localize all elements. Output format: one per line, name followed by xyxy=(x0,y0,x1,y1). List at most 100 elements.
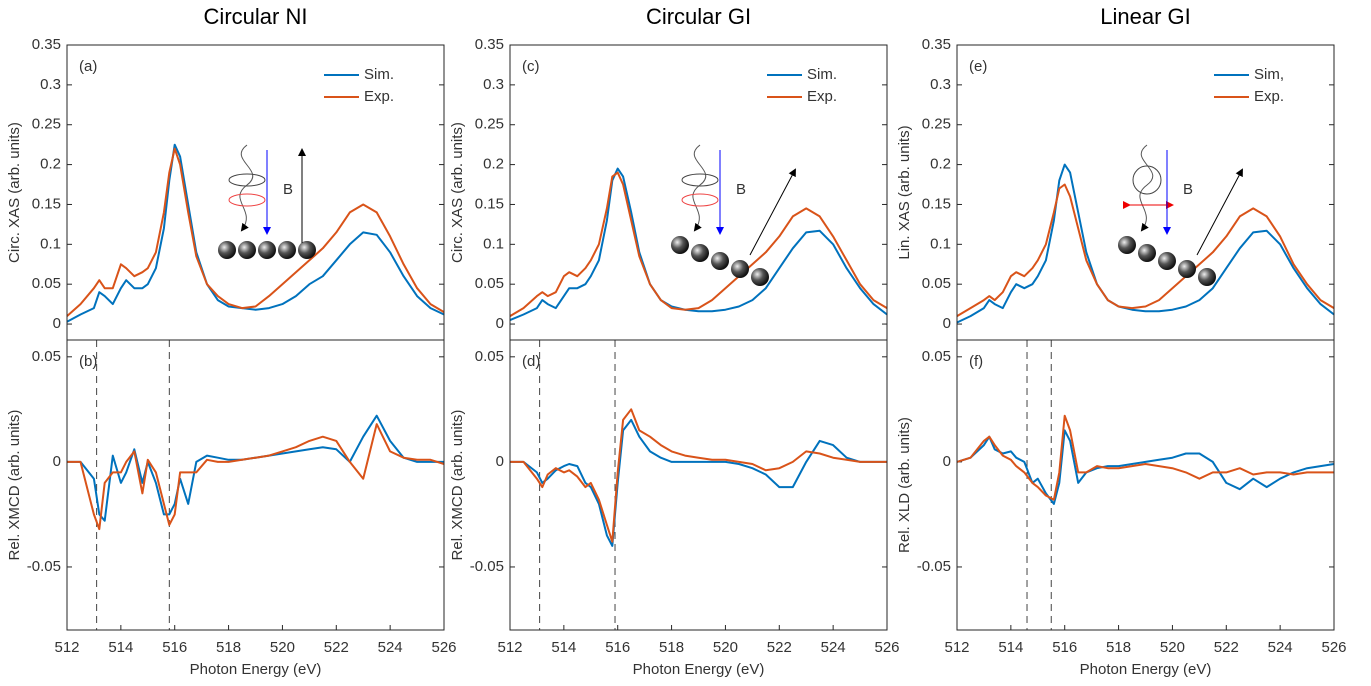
y-axis-label: Circ. XAS (arb. units) xyxy=(6,122,23,263)
plot-frame xyxy=(509,339,888,631)
x-tick-label: 512 xyxy=(497,639,522,656)
panel-label: (d) xyxy=(522,353,540,370)
series-line xyxy=(956,429,1335,505)
inset: B xyxy=(218,144,316,259)
x-tick-label: 526 xyxy=(874,639,899,656)
polarization xyxy=(1132,165,1162,195)
polarization xyxy=(228,193,266,207)
x-tick-label: 512 xyxy=(54,639,79,656)
atom xyxy=(218,241,236,259)
y-tick-label: 0 xyxy=(53,315,61,332)
y-tick-label: 0.2 xyxy=(40,156,61,173)
series-line xyxy=(66,147,445,317)
inset-label: B xyxy=(736,181,746,198)
y-tick-label: 0 xyxy=(496,315,504,332)
atom xyxy=(1138,244,1156,262)
panel-label: (f) xyxy=(969,353,983,370)
x-tick-label: 520 xyxy=(713,639,738,656)
y-axis-label: Rel. XLD (arb. units) xyxy=(896,417,913,553)
y-tick-label: 0.35 xyxy=(922,36,951,53)
legend-label: Sim. xyxy=(807,66,837,83)
series-line xyxy=(956,163,1335,324)
atom xyxy=(691,244,709,262)
polarization xyxy=(681,173,719,187)
polarization xyxy=(228,173,266,187)
y-tick-label: 0.35 xyxy=(475,36,504,53)
series-line xyxy=(956,183,1335,317)
x-tick-label: 518 xyxy=(216,639,241,656)
panel-label: (c) xyxy=(522,58,540,75)
atom xyxy=(1178,260,1196,278)
y-tick-label: 0.25 xyxy=(32,116,61,133)
y-tick-label: 0 xyxy=(53,453,61,470)
x-tick-label: 518 xyxy=(659,639,684,656)
panel-label: (b) xyxy=(79,353,97,370)
atom xyxy=(751,268,769,286)
atom xyxy=(298,241,316,259)
chart-title: Circular NI xyxy=(204,4,308,29)
legend-label: Sim. xyxy=(364,66,394,83)
x-tick-label: 516 xyxy=(1052,639,1077,656)
atom xyxy=(1158,252,1176,270)
x-tick-label: 514 xyxy=(998,639,1023,656)
y-tick-label: 0.3 xyxy=(930,76,951,93)
y-tick-label: 0.25 xyxy=(922,116,951,133)
y-tick-label: 0.1 xyxy=(930,235,951,252)
y-tick-label: 0.05 xyxy=(475,348,504,365)
plot-frame xyxy=(956,339,1335,631)
x-tick-label: 526 xyxy=(431,639,456,656)
series-line xyxy=(956,414,1334,501)
x-tick-label: 512 xyxy=(944,639,969,656)
series-line xyxy=(509,171,888,317)
legend-label: Exp. xyxy=(1254,88,1284,105)
x-tick-label: 524 xyxy=(821,639,846,656)
y-tick-label: 0 xyxy=(943,453,951,470)
atom xyxy=(671,236,689,254)
wave xyxy=(239,144,254,232)
atom xyxy=(1198,268,1216,286)
panel-label: (e) xyxy=(969,58,987,75)
x-axis-label: Photon Energy (eV) xyxy=(190,661,322,678)
x-tick-label: 526 xyxy=(1321,639,1346,656)
x-tick-label: 514 xyxy=(551,639,576,656)
y-axis-label: Lin. XAS (arb. units) xyxy=(896,125,913,259)
y-axis-label: Circ. XAS (arb. units) xyxy=(449,122,466,263)
series-line xyxy=(67,414,444,522)
x-tick-label: 522 xyxy=(324,639,349,656)
x-tick-label: 520 xyxy=(270,639,295,656)
chart-title: Linear GI xyxy=(1100,4,1191,29)
y-tick-label: 0 xyxy=(496,453,504,470)
y-tick-label: 0.15 xyxy=(475,195,504,212)
y-tick-label: 0.05 xyxy=(922,348,951,365)
field-arrow xyxy=(749,168,796,256)
x-tick-label: 516 xyxy=(162,639,187,656)
y-tick-label: 0 xyxy=(943,315,951,332)
legend-label: Exp. xyxy=(807,88,837,105)
x-tick-label: 520 xyxy=(1160,639,1185,656)
y-tick-label: 0.05 xyxy=(32,275,61,292)
inset: B xyxy=(1118,144,1243,286)
polarization xyxy=(681,193,719,207)
inset: B xyxy=(671,144,796,286)
y-tick-label: 0.25 xyxy=(475,116,504,133)
y-tick-label: 0.3 xyxy=(483,76,504,93)
series-line xyxy=(67,423,445,531)
atom xyxy=(258,241,276,259)
y-tick-label: 0.1 xyxy=(483,235,504,252)
atom xyxy=(731,260,749,278)
series-line xyxy=(510,418,887,547)
atom xyxy=(238,241,256,259)
y-tick-label: -0.05 xyxy=(470,558,504,575)
y-axis-label: Rel. XMCD (arb. units) xyxy=(449,410,466,561)
series-line xyxy=(510,408,887,543)
y-tick-label: 0.05 xyxy=(32,348,61,365)
inset-label: B xyxy=(1183,181,1193,198)
y-tick-label: 0.2 xyxy=(930,156,951,173)
x-axis-label: Photon Energy (eV) xyxy=(1080,661,1212,678)
field-arrow xyxy=(1196,168,1243,256)
x-tick-label: 516 xyxy=(605,639,630,656)
x-axis-label: Photon Energy (eV) xyxy=(633,661,765,678)
x-tick-label: 514 xyxy=(108,639,133,656)
y-tick-label: -0.05 xyxy=(27,558,61,575)
